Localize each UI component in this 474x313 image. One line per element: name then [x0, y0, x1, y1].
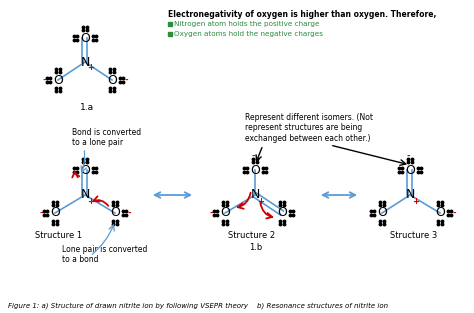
Text: -: -: [209, 208, 213, 218]
Text: N: N: [250, 188, 260, 202]
Text: O: O: [80, 163, 90, 177]
Text: Bond is converted
to a lone pair: Bond is converted to a lone pair: [72, 128, 141, 147]
Text: O: O: [107, 74, 117, 86]
Text: +: +: [412, 197, 419, 206]
Text: O: O: [250, 163, 260, 177]
Text: O: O: [277, 207, 287, 219]
Text: N: N: [80, 55, 90, 69]
Text: -: -: [127, 208, 131, 218]
Text: +: +: [88, 64, 94, 73]
Text: N: N: [405, 188, 415, 202]
Text: O: O: [435, 207, 445, 219]
Text: O: O: [110, 207, 120, 219]
Text: Structure 2: Structure 2: [228, 231, 275, 240]
Text: -: -: [124, 75, 128, 85]
Text: +: +: [88, 197, 94, 206]
Text: -: -: [39, 208, 43, 218]
Text: Nitrogen atom holds the positive charge: Nitrogen atom holds the positive charge: [174, 21, 319, 27]
Text: Represent different isomers. (Not
represent structures are being
exchanged betwe: Represent different isomers. (Not repres…: [245, 113, 373, 143]
Text: -: -: [42, 75, 46, 85]
Text: Structure 3: Structure 3: [390, 231, 437, 240]
Text: O: O: [53, 74, 63, 86]
Text: O: O: [405, 163, 415, 177]
Text: -: -: [251, 151, 255, 161]
Text: O: O: [80, 32, 90, 44]
Text: 1.a: 1.a: [80, 103, 94, 112]
Text: Figure 1: a) Structure of drawn nitrite ion by following VSEPR theory    b) Reso: Figure 1: a) Structure of drawn nitrite …: [8, 302, 388, 309]
Text: O: O: [377, 207, 387, 219]
Text: -: -: [452, 208, 456, 218]
Text: +: +: [257, 197, 264, 206]
Text: -: -: [406, 151, 410, 161]
Text: Oxygen atoms hold the negative charges: Oxygen atoms hold the negative charges: [174, 31, 323, 37]
Text: Structure 1: Structure 1: [35, 231, 82, 240]
Text: Electronegativity of oxygen is higher than oxygen. Therefore,: Electronegativity of oxygen is higher th…: [168, 10, 437, 19]
Text: O: O: [50, 207, 60, 219]
Text: Lone pair is converted
to a bond: Lone pair is converted to a bond: [62, 245, 147, 264]
Text: O: O: [220, 207, 230, 219]
Text: N: N: [80, 188, 90, 202]
Text: 1.b: 1.b: [249, 243, 262, 252]
